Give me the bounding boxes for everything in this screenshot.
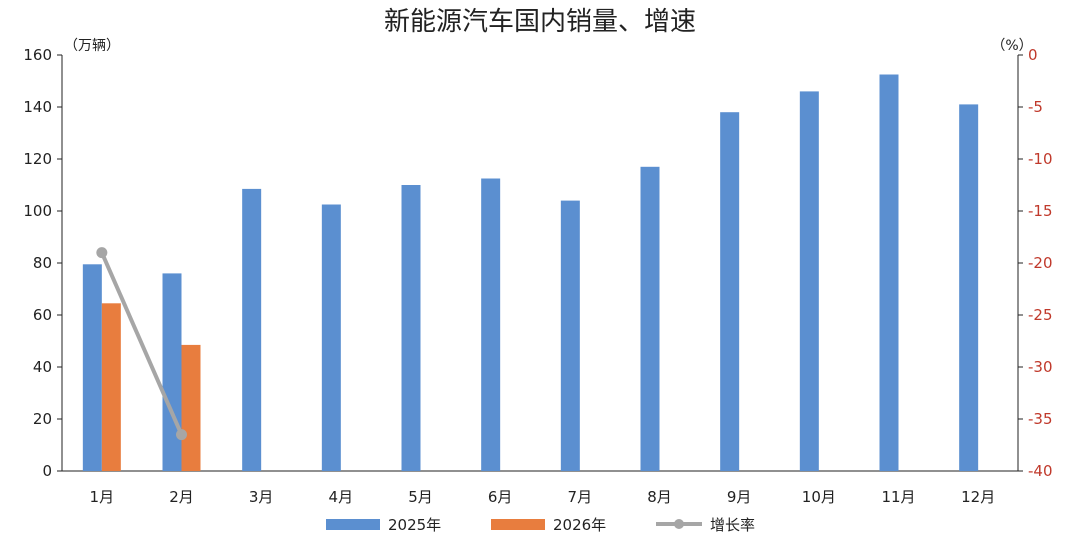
line-增长率 xyxy=(100,251,184,436)
right-tick-label: -5 xyxy=(1028,98,1043,116)
right-tick-label: -40 xyxy=(1028,462,1053,480)
left-tick-label: 100 xyxy=(23,202,52,220)
left-tick-label: 0 xyxy=(42,462,52,480)
left-tick-label: 40 xyxy=(33,358,52,376)
x-axis-ticks: 1月 2月 3月 4月 5月 6月 7月 8月 9月 10月 11月 12月 xyxy=(90,488,996,506)
x-tick-label: 2月 xyxy=(169,488,194,506)
x-tick-label: 3月 xyxy=(249,488,274,506)
x-tick-label: 9月 xyxy=(727,488,752,506)
right-tick-label: -25 xyxy=(1028,306,1053,324)
x-tick-label: 12月 xyxy=(961,488,995,506)
bar-2025年-12月 xyxy=(959,104,979,472)
bar-2025年-3月 xyxy=(242,188,262,471)
right-axis-ticks: 0 -5 -10 -15 -20 -25 -30 -35 -40 xyxy=(1018,46,1053,480)
right-tick-label: -15 xyxy=(1028,202,1053,220)
x-tick-label: 11月 xyxy=(881,488,915,506)
bar-2025年-4月 xyxy=(321,204,341,471)
right-tick-label: -10 xyxy=(1028,150,1053,168)
legend-label-2026: 2026年 xyxy=(553,516,606,534)
left-tick-label: 80 xyxy=(33,254,52,272)
x-tick-label: 4月 xyxy=(329,488,354,506)
right-tick-label: -35 xyxy=(1028,410,1053,428)
bar-2025年-2月 xyxy=(162,273,182,471)
right-tick-label: -20 xyxy=(1028,254,1053,272)
bar-2025年-8月 xyxy=(640,166,660,472)
bar-2025年-11月 xyxy=(879,74,899,471)
left-tick-label: 60 xyxy=(33,306,52,324)
bar-2025年-1月 xyxy=(82,264,102,471)
legend-swatch-2026 xyxy=(491,519,545,530)
point-增长率-1 xyxy=(176,429,187,441)
bar-2026年-2月 xyxy=(181,344,201,471)
bar-2025年-5月 xyxy=(401,185,421,471)
x-tick-label: 5月 xyxy=(408,488,433,506)
bar-2025年-7月 xyxy=(560,200,580,471)
bar-2025年-10月 xyxy=(799,91,819,472)
left-tick-label: 120 xyxy=(23,150,52,168)
x-tick-label: 8月 xyxy=(647,488,672,506)
x-tick-label: 6月 xyxy=(488,488,513,506)
bar-2025年-6月 xyxy=(481,178,501,471)
right-axis-unit: （%） xyxy=(991,38,1032,54)
legend-label-2025: 2025年 xyxy=(388,516,441,534)
legend: 2025年 2026年 增长率 xyxy=(326,516,755,534)
left-tick-label: 140 xyxy=(23,98,52,116)
left-tick-label: 20 xyxy=(33,410,52,428)
x-tick-label: 1月 xyxy=(90,488,115,506)
legend-label-growth: 增长率 xyxy=(710,516,755,534)
bars xyxy=(82,74,979,472)
bar-2026年-1月 xyxy=(101,303,121,471)
chart-title: 新能源汽车国内销量、增速 xyxy=(384,7,696,37)
x-tick-label: 7月 xyxy=(568,488,593,506)
left-tick-label: 160 xyxy=(23,46,52,64)
legend-swatch-growth-marker xyxy=(674,519,684,529)
bar-2025年-9月 xyxy=(720,112,740,471)
right-tick-label: -30 xyxy=(1028,358,1053,376)
right-tick-label: 0 xyxy=(1028,46,1038,64)
point-增长率-0 xyxy=(96,247,108,259)
left-axis-ticks: 0 20 40 60 80 100 120 140 160 xyxy=(23,46,62,480)
x-tick-label: 10月 xyxy=(802,488,836,506)
legend-swatch-2025 xyxy=(326,519,380,530)
left-axis-unit: （万辆） xyxy=(64,38,120,54)
growth-line xyxy=(96,247,187,441)
